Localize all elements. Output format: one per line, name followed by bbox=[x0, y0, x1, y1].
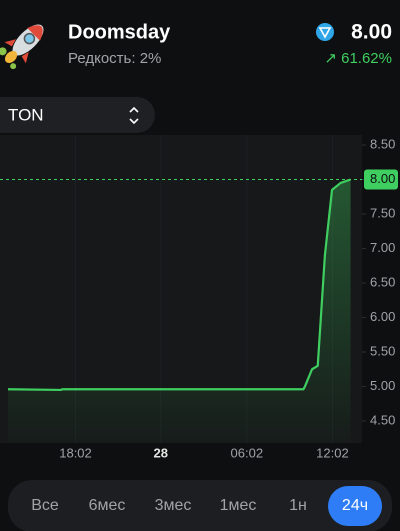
tab[interactable]: Все bbox=[31, 497, 59, 514]
y-tick-label: 6.00 bbox=[370, 309, 395, 324]
currency-label: TON bbox=[8, 105, 44, 124]
item-name: Doomsday bbox=[68, 21, 171, 43]
tabs: Все 6мес 3мес 1мес 1н 24ч bbox=[31, 486, 382, 526]
price: 8.00 bbox=[351, 21, 392, 44]
y-tick-label: 4.50 bbox=[370, 412, 395, 427]
selected-tab bbox=[328, 486, 382, 526]
chart: 18:02 28 06:02 12:02 4.50 5.00 5.50 6.00 6.50 7.0… bbox=[0, 135, 398, 460]
y-tick-label: 6.50 bbox=[370, 274, 395, 289]
tab[interactable]: 3мес bbox=[155, 497, 192, 514]
ton-glyph bbox=[318, 27, 332, 39]
tab[interactable]: 1мес bbox=[220, 497, 257, 514]
price-change: ↗ 61.62% bbox=[324, 50, 392, 67]
y-tick-label: 7.50 bbox=[370, 205, 395, 220]
y-tick-label: 8.50 bbox=[370, 136, 395, 151]
current-price-label: 8.00 bbox=[370, 171, 395, 186]
line bbox=[7, 178, 351, 392]
y-tick-label: 5.00 bbox=[370, 378, 395, 393]
x-tick-label: 06:02 bbox=[231, 445, 264, 460]
tab-bar bbox=[8, 480, 392, 531]
tab[interactable]: 1н bbox=[289, 497, 307, 514]
selector-arrows bbox=[129, 106, 139, 125]
currency-selector[interactable] bbox=[0, 97, 155, 133]
x-tick-label: 18:02 bbox=[59, 445, 92, 460]
tab[interactable]: 24ч bbox=[342, 497, 368, 514]
y-tick-label: 5.50 bbox=[370, 343, 395, 358]
current-price-badge bbox=[364, 169, 398, 190]
x-tick-label: 12:02 bbox=[316, 445, 349, 460]
rarity: Редкость: 2% bbox=[68, 50, 161, 67]
y-tick-label: 7.00 bbox=[370, 240, 395, 255]
item-icon bbox=[0, 24, 44, 70]
x-tick-label: 28 bbox=[153, 445, 167, 460]
tab[interactable]: 6мес bbox=[89, 497, 126, 514]
